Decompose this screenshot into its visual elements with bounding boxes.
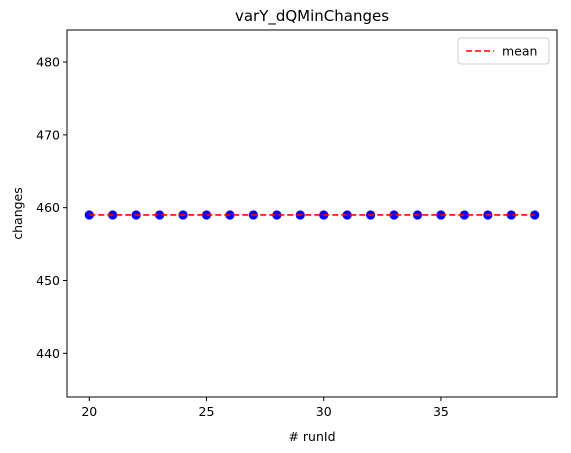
data-point xyxy=(459,210,469,220)
axes-frame xyxy=(66,29,558,398)
x-axis-ticks: 20 25 30 35 xyxy=(81,397,449,419)
y-tick-label: 450 xyxy=(36,273,60,288)
x-axis-label: # runId xyxy=(288,429,335,444)
legend: mean xyxy=(457,37,550,65)
x-tick-label: 25 xyxy=(199,404,215,419)
data-point xyxy=(272,210,282,220)
y-axis-ticks: 440 450 460 470 480 xyxy=(36,55,67,361)
data-point xyxy=(389,210,399,220)
data-point xyxy=(506,210,516,220)
legend-box xyxy=(457,37,550,65)
x-tick-label: 30 xyxy=(316,404,332,419)
data-point xyxy=(155,210,165,220)
chart-title: varY_dQMinChanges xyxy=(235,7,389,26)
y-tick-label: 480 xyxy=(36,55,60,70)
plot-area xyxy=(66,29,558,398)
y-tick-label: 440 xyxy=(36,346,60,361)
x-tick-label: 35 xyxy=(433,404,449,419)
legend-label-mean: mean xyxy=(502,44,537,59)
y-tick-label: 460 xyxy=(36,200,60,215)
y-tick-label: 470 xyxy=(36,127,60,142)
x-tick-label: 20 xyxy=(81,404,97,419)
y-axis-label: changes xyxy=(10,187,25,240)
